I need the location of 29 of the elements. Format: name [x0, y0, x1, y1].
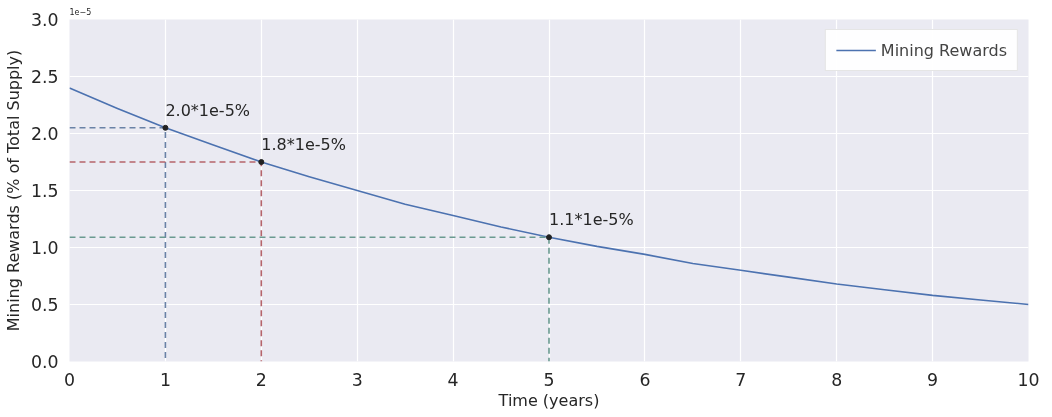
annotation: 1.8*1e-5% — [261, 135, 346, 154]
point — [546, 234, 552, 241]
x-tick-label: 10 — [1017, 369, 1040, 390]
line-series — [69, 87, 1029, 306]
y-tick-label: 1.0 — [30, 238, 59, 258]
x-tick-label: 6 — [639, 369, 651, 390]
x-tick-label: 7 — [735, 369, 747, 390]
x-tick-label: 2 — [255, 369, 267, 390]
y-tick-label: 0.5 — [30, 295, 59, 315]
x-axis-title: Time (years) — [497, 390, 600, 410]
y-tick-label: 2.0 — [30, 124, 59, 144]
x-tick-label: 0 — [63, 369, 76, 390]
y-tick-label: 2.5 — [30, 67, 59, 87]
x-tick-label: 9 — [927, 369, 939, 390]
y-tick-label: 0.0 — [30, 352, 59, 372]
x-tick-label: 4 — [447, 369, 459, 390]
x-tick-label: 1 — [159, 369, 171, 390]
y-tick-label: 3.0 — [30, 10, 59, 30]
y-axis-title: Mining Rewards (% of Total Supply) — [3, 49, 23, 332]
legend-label: Mining Rewards — [880, 40, 1007, 60]
point — [258, 159, 265, 165]
text: 1e−5 — [69, 7, 92, 17]
x-tick-label: 8 — [831, 369, 843, 390]
point — [162, 124, 169, 131]
y-tick-label: 1.5 — [30, 181, 59, 201]
annotation: 1.1*1e-5% — [549, 210, 634, 230]
x-tick-label: 5 — [543, 369, 555, 390]
annotation: 2.0*1e-5% — [165, 100, 251, 120]
x-tick-label: 3 — [351, 369, 363, 390]
